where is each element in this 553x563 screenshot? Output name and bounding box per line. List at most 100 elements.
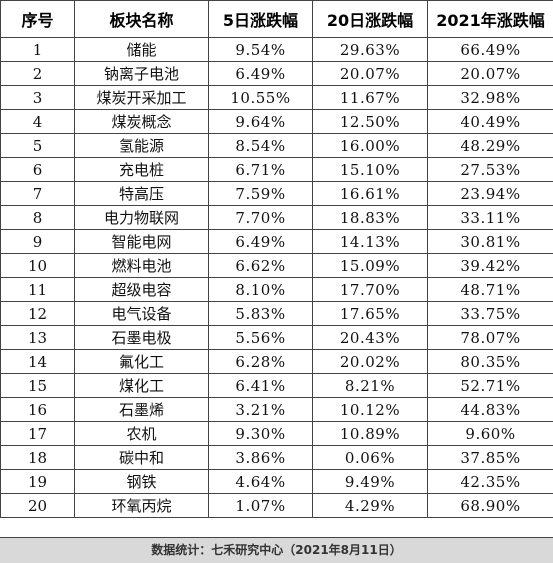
- change-5day: 6.49%: [208, 61, 313, 86]
- sector-name: 燃料电池: [74, 253, 209, 278]
- change-20day: 20.07%: [312, 61, 428, 86]
- change-5day: 6.28%: [208, 349, 313, 374]
- row-index: 17: [0, 421, 75, 446]
- change-5day: 8.10%: [208, 277, 313, 302]
- sector-name: 农机: [74, 421, 209, 446]
- row-index: 14: [0, 349, 75, 374]
- sector-name: 钠离子电池: [74, 61, 209, 86]
- row-index: 3: [0, 85, 75, 110]
- change-5day: 7.70%: [208, 205, 313, 230]
- table-body: 1 储能 9.54% 29.63% 66.49% 2 钠离子电池 6.49% 20.07% 20.…: [0, 37, 553, 518]
- change-2021: 27.53%: [427, 157, 553, 182]
- row-index: 15: [0, 373, 75, 398]
- header-5day-change: 5日涨跌幅: [208, 0, 313, 38]
- change-20day: 15.09%: [312, 253, 428, 278]
- change-2021: 80.35%: [427, 349, 553, 374]
- change-5day: 5.83%: [208, 301, 313, 326]
- sector-name: 碳中和: [74, 445, 209, 470]
- sector-name: 环氧丙烷: [74, 493, 209, 518]
- change-5day: 3.21%: [208, 397, 313, 422]
- table-row: 8 电力物联网 7.70% 18.83% 33.11%: [0, 205, 553, 230]
- change-5day: 4.64%: [208, 469, 313, 494]
- change-5day: 9.54%: [208, 37, 313, 62]
- change-20day: 14.13%: [312, 229, 428, 254]
- row-index: 6: [0, 157, 75, 182]
- sector-name: 特高压: [74, 181, 209, 206]
- change-2021: 42.35%: [427, 469, 553, 494]
- header-sector-name: 板块名称: [74, 0, 209, 38]
- sector-name: 充电桩: [74, 157, 209, 182]
- header-2021-change: 2021年涨跌幅: [427, 0, 553, 38]
- header-20day-change: 20日涨跌幅: [312, 0, 428, 38]
- change-5day: 9.30%: [208, 421, 313, 446]
- table-row: 16 石墨烯 3.21% 10.12% 44.83%: [0, 397, 553, 422]
- table-row: 9 智能电网 6.49% 14.13% 30.81%: [0, 229, 553, 254]
- sector-name: 煤炭概念: [74, 109, 209, 134]
- change-5day: 3.86%: [208, 445, 313, 470]
- row-index: 20: [0, 493, 75, 518]
- change-5day: 10.55%: [208, 85, 313, 110]
- source-footer: 数据统计：七禾研究中心（2021年8月11日）: [0, 537, 553, 563]
- table-row: 11 超级电容 8.10% 17.70% 48.71%: [0, 277, 553, 302]
- row-index: 13: [0, 325, 75, 350]
- change-5day: 8.54%: [208, 133, 313, 158]
- sector-name: 智能电网: [74, 229, 209, 254]
- change-2021: 37.85%: [427, 445, 553, 470]
- sector-name: 石墨电极: [74, 325, 209, 350]
- change-20day: 9.49%: [312, 469, 428, 494]
- change-5day: 1.07%: [208, 493, 313, 518]
- sector-name: 超级电容: [74, 277, 209, 302]
- sector-name: 石墨烯: [74, 397, 209, 422]
- change-2021: 52.71%: [427, 373, 553, 398]
- change-2021: 20.07%: [427, 61, 553, 86]
- change-2021: 48.71%: [427, 277, 553, 302]
- row-index: 10: [0, 253, 75, 278]
- table-row: 14 氟化工 6.28% 20.02% 80.35%: [0, 349, 553, 374]
- change-5day: 6.49%: [208, 229, 313, 254]
- row-index: 19: [0, 469, 75, 494]
- change-2021: 39.42%: [427, 253, 553, 278]
- table-row: 13 石墨电极 5.56% 20.43% 78.07%: [0, 325, 553, 350]
- change-2021: 33.11%: [427, 205, 553, 230]
- change-20day: 17.70%: [312, 277, 428, 302]
- table-row: 20 环氧丙烷 1.07% 4.29% 68.90%: [0, 493, 553, 518]
- change-2021: 40.49%: [427, 109, 553, 134]
- row-index: 2: [0, 61, 75, 86]
- sector-name: 钢铁: [74, 469, 209, 494]
- change-20day: 17.65%: [312, 301, 428, 326]
- row-index: 12: [0, 301, 75, 326]
- row-index: 16: [0, 397, 75, 422]
- change-20day: 4.29%: [312, 493, 428, 518]
- change-20day: 18.83%: [312, 205, 428, 230]
- change-2021: 44.83%: [427, 397, 553, 422]
- table-row: 10 燃料电池 6.62% 15.09% 39.42%: [0, 253, 553, 278]
- change-20day: 20.43%: [312, 325, 428, 350]
- change-20day: 29.63%: [312, 37, 428, 62]
- change-2021: 48.29%: [427, 133, 553, 158]
- change-20day: 20.02%: [312, 349, 428, 374]
- change-2021: 9.60%: [427, 421, 553, 446]
- row-index: 7: [0, 181, 75, 206]
- change-2021: 33.75%: [427, 301, 553, 326]
- change-2021: 30.81%: [427, 229, 553, 254]
- change-20day: 0.06%: [312, 445, 428, 470]
- row-index: 18: [0, 445, 75, 470]
- table-row: 12 电气设备 5.83% 17.65% 33.75%: [0, 301, 553, 326]
- header-row: 序号 板块名称 5日涨跌幅 20日涨跌幅 2021年涨跌幅: [0, 0, 553, 38]
- sector-name: 电气设备: [74, 301, 209, 326]
- change-5day: 9.64%: [208, 109, 313, 134]
- row-index: 5: [0, 133, 75, 158]
- table-row: 7 特高压 7.59% 16.61% 23.94%: [0, 181, 553, 206]
- table-row: 19 钢铁 4.64% 9.49% 42.35%: [0, 469, 553, 494]
- change-5day: 6.41%: [208, 373, 313, 398]
- sector-name: 氟化工: [74, 349, 209, 374]
- sector-name: 煤化工: [74, 373, 209, 398]
- change-5day: 6.71%: [208, 157, 313, 182]
- row-index: 1: [0, 37, 75, 62]
- change-2021: 32.98%: [427, 85, 553, 110]
- change-5day: 5.56%: [208, 325, 313, 350]
- sector-name: 煤炭开采加工: [74, 85, 209, 110]
- table-row: 5 氢能源 8.54% 16.00% 48.29%: [0, 133, 553, 158]
- table-row: 3 煤炭开采加工 10.55% 11.67% 32.98%: [0, 85, 553, 110]
